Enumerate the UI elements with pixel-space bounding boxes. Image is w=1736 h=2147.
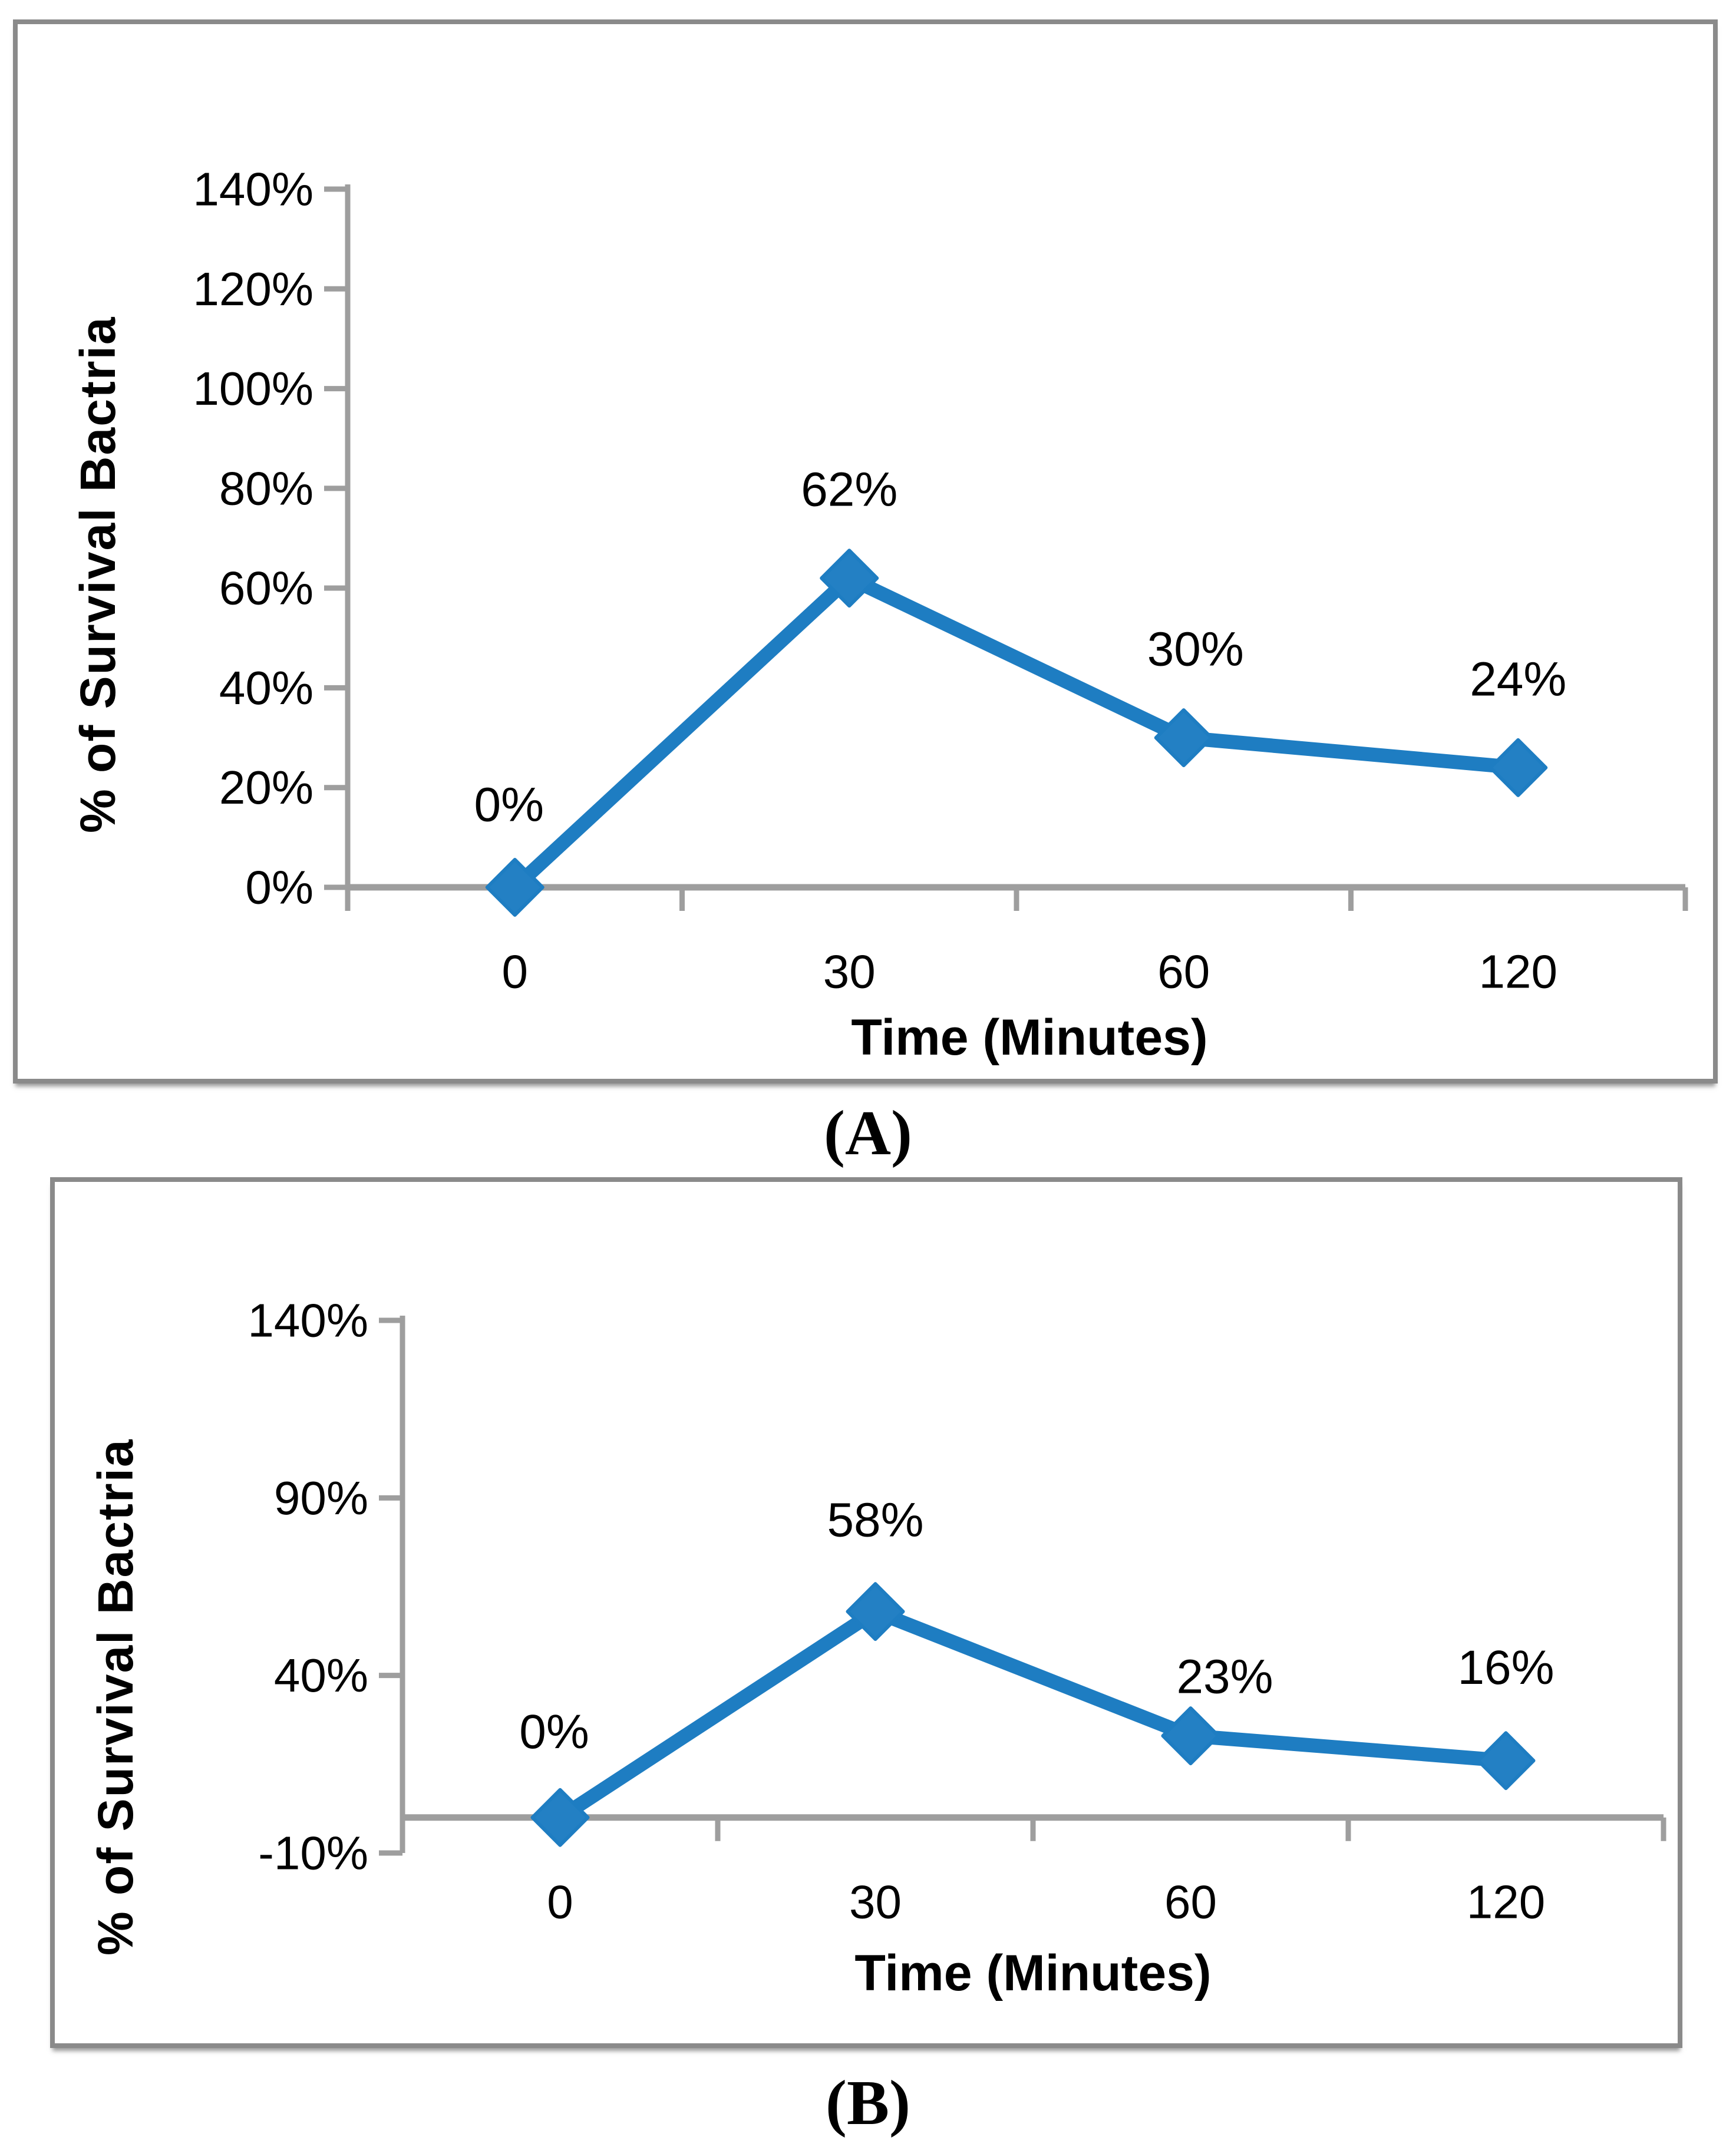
y-tick-label: 0%: [245, 861, 313, 914]
data-label: 0%: [519, 1705, 589, 1759]
y-tick-label: 40%: [274, 1649, 368, 1702]
y-tick-label: 120%: [193, 263, 313, 315]
chart-b-plot: -10% 40% 90% 140% 0 30 60 120 0% 58% 23% 16%: [247, 1294, 1666, 1928]
data-label: 24%: [1470, 652, 1566, 706]
data-marker: [846, 1582, 905, 1641]
data-marker: [485, 858, 544, 917]
chart-b-y-axis-title: % of Survival Bactria: [88, 1438, 143, 1956]
x-tick-label: 60: [1157, 946, 1210, 998]
x-tick-label: 120: [1479, 946, 1557, 998]
y-tick-label: 140%: [193, 163, 313, 216]
data-label: 62%: [801, 463, 897, 517]
data-marker: [1476, 1731, 1536, 1791]
data-label: 58%: [827, 1494, 923, 1547]
x-tick-label: 30: [823, 946, 876, 998]
x-tick-label: 30: [849, 1876, 902, 1928]
y-tick-label: 90%: [274, 1472, 368, 1524]
data-marker: [1154, 708, 1213, 768]
data-marker: [1489, 738, 1548, 797]
data-marker: [820, 549, 879, 608]
x-tick-label: 0: [502, 946, 529, 998]
y-tick-label: 60%: [219, 562, 313, 615]
data-label: 30%: [1147, 623, 1244, 676]
y-tick-label: 140%: [247, 1294, 368, 1347]
chart-b-x-axis-title: Time (Minutes): [854, 1945, 1212, 2001]
chart-a-x-axis-title: Time (Minutes): [851, 1009, 1208, 1066]
y-tick-label: -10%: [258, 1827, 368, 1880]
y-tick-label: 40%: [219, 662, 313, 714]
y-tick-label: 100%: [193, 362, 313, 415]
series-line: [507, 571, 1526, 894]
chart-a-caption: (A): [824, 1098, 912, 1168]
x-tick-label: 0: [547, 1876, 573, 1928]
series-line: [553, 1604, 1513, 1825]
chart-b-caption: (B): [826, 2068, 910, 2138]
data-label: 0%: [474, 778, 544, 832]
y-tick-label: 20%: [219, 761, 313, 814]
x-tick-label: 120: [1467, 1876, 1545, 1928]
data-marker: [1161, 1706, 1220, 1766]
data-marker: [530, 1788, 590, 1847]
data-label: 23%: [1176, 1650, 1273, 1704]
y-tick-label: 80%: [219, 462, 313, 514]
data-label: 16%: [1457, 1641, 1554, 1695]
chart-b-panel: -10% 40% 90% 140% 0 30 60 120 0% 58% 23% 16%: [50, 1177, 1682, 2048]
chart-a-panel: 0% 20% 40% 60% 80% 100% 120% 140% 0 30 60 120 0% 62% 3…: [13, 19, 1718, 1084]
chart-a-y-axis-title: % of Survival Bactria: [70, 316, 126, 833]
x-tick-label: 60: [1164, 1876, 1217, 1928]
chart-a-plot: 0% 20% 40% 60% 80% 100% 120% 140% 0 30 60 120 0% 62% 3…: [193, 163, 1688, 998]
